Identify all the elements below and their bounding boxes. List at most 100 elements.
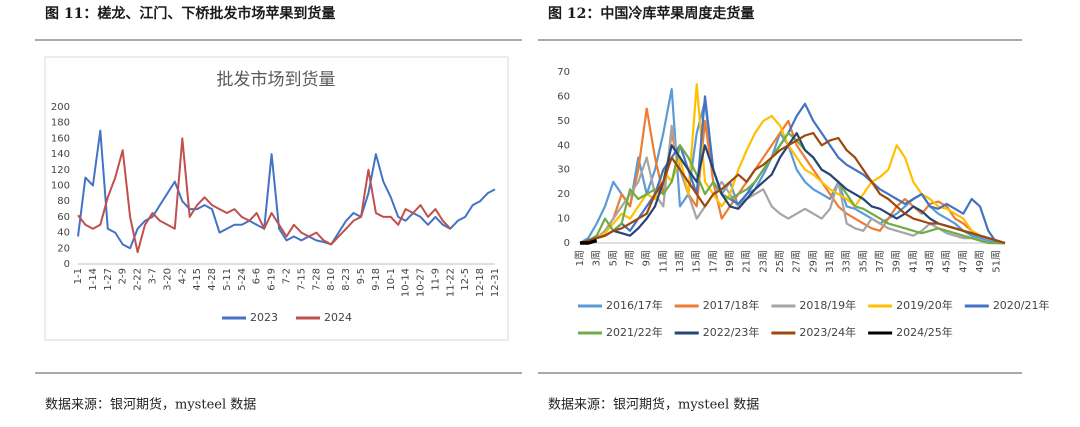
x-tick-label: 10-27 (416, 268, 427, 297)
x-tick-label: 3-7 (147, 268, 158, 284)
x-tick-label: 4-2 (177, 268, 188, 284)
x-tick-label: 4-28 (207, 268, 218, 291)
x-tick-label: 12-18 (475, 268, 486, 297)
y-tick-label: 40 (57, 228, 70, 239)
x-tick-label: 12-31 (490, 268, 501, 297)
x-tick-label: 1-1 (73, 268, 84, 284)
series-line (579, 132, 1006, 245)
figure-caption: 图 12：中国冷库苹果周度走货量 (548, 5, 754, 22)
y-tick-label: 0 (564, 238, 570, 249)
y-tick-label: 140 (51, 149, 70, 160)
y-tick-label: 60 (57, 212, 70, 223)
x-tick-label: 25周 (774, 250, 786, 273)
x-tick-label: 2-9 (118, 268, 129, 284)
x-tick-label: 4-15 (192, 268, 203, 291)
x-tick-label: 7-2 (282, 268, 293, 284)
x-tick-label: 5-11 (222, 268, 233, 291)
x-tick-label: 23周 (757, 250, 769, 273)
series-line (579, 88, 1005, 245)
x-tick-label: 8-10 (326, 268, 337, 291)
y-tick-label: 10 (557, 214, 570, 225)
x-tick-label: 19周 (724, 250, 736, 273)
series-line (579, 83, 1006, 245)
x-tick-label: 10-1 (386, 268, 397, 291)
x-tick-label: 43周 (924, 250, 936, 273)
y-tick-label: 60 (557, 91, 570, 102)
x-tick-label: 37周 (874, 250, 886, 273)
x-tick-label: 6-19 (267, 268, 278, 291)
x-tick-label: 13周 (674, 250, 686, 273)
x-tick-label: 33周 (841, 250, 853, 273)
x-tick-label: 11-9 (430, 268, 441, 291)
x-tick-label: 35周 (857, 250, 869, 273)
series-line (579, 95, 1005, 245)
x-tick-label: 17周 (707, 250, 719, 273)
legend-label: 2024 (324, 311, 352, 324)
x-tick-label: 10-14 (401, 268, 412, 297)
legend-label: 2018/19年 (799, 298, 856, 312)
series-line (579, 132, 1006, 245)
x-tick-label: 31周 (824, 250, 836, 273)
legend-label: 2023 (250, 311, 278, 324)
y-tick-label: 40 (557, 140, 570, 151)
legend-label: 2021/22年 (606, 325, 663, 339)
y-tick-label: 0 (64, 259, 70, 270)
x-tick-label: 5周 (607, 250, 619, 266)
x-tick-label: 45周 (941, 250, 953, 273)
chart-title: 批发市场到货量 (217, 70, 336, 90)
x-tick-label: 1-14 (88, 268, 99, 291)
x-tick-label: 47周 (957, 250, 969, 273)
x-tick-label: 5-24 (237, 268, 248, 291)
y-tick-label: 200 (51, 102, 70, 113)
x-tick-label: 11周 (657, 250, 669, 273)
y-tick-label: 100 (51, 181, 70, 192)
y-tick-label: 20 (557, 189, 570, 200)
x-tick-label: 9-18 (371, 268, 382, 291)
x-tick-label: 39周 (891, 250, 903, 273)
x-tick-label: 3-20 (162, 268, 173, 291)
y-tick-label: 80 (57, 196, 70, 207)
y-tick-label: 50 (557, 116, 570, 127)
series-line (77, 137, 452, 254)
x-tick-label: 1-27 (103, 268, 114, 291)
x-tick-label: 1周 (574, 250, 586, 266)
legend-label: 2017/18年 (703, 298, 760, 312)
x-tick-label: 12-5 (460, 268, 471, 291)
series-line (579, 124, 1005, 245)
x-tick-label: 49周 (974, 250, 986, 273)
x-tick-label: 2-22 (133, 268, 144, 291)
x-tick-label: 6-6 (252, 268, 263, 284)
x-tick-label: 51周 (991, 250, 1003, 273)
x-tick-label: 3周 (591, 250, 603, 266)
legend-label: 2022/23年 (703, 325, 760, 339)
legend-label: 2024/25年 (896, 325, 953, 339)
x-tick-label: 9-5 (356, 268, 367, 284)
figure-caption: 图 11：槎龙、江门、下桥批发市场苹果到货量 (45, 5, 335, 22)
source: 数据来源：银河期货，mysteel 数据 (548, 397, 759, 413)
x-tick-label: 21周 (741, 250, 753, 273)
x-tick-label: 27周 (791, 250, 803, 273)
y-tick-label: 30 (557, 165, 570, 176)
x-tick-label: 11-22 (445, 268, 456, 297)
source: 数据来源：银河期货，mysteel 数据 (45, 397, 256, 413)
legend-label: 2016/17年 (606, 298, 663, 312)
x-tick-label: 8-23 (341, 268, 352, 291)
legend-label: 2019/20年 (896, 298, 953, 312)
x-tick-label: 9周 (641, 250, 653, 266)
y-tick-label: 180 (51, 118, 70, 129)
x-tick-label: 29周 (807, 250, 819, 273)
legend-label: 2020/21年 (993, 298, 1050, 312)
x-tick-label: 7周 (624, 250, 636, 266)
series-line (579, 132, 1005, 245)
y-tick-label: 20 (57, 243, 70, 254)
series-line (580, 238, 598, 245)
x-tick-label: 41周 (907, 250, 919, 273)
y-tick-label: 120 (51, 165, 70, 176)
x-tick-label: 15周 (691, 250, 703, 273)
x-tick-label: 7-15 (296, 268, 307, 291)
y-tick-label: 70 (557, 67, 570, 78)
y-tick-label: 160 (51, 133, 70, 144)
x-tick-label: 7-28 (311, 268, 322, 291)
legend-label: 2023/24年 (799, 325, 856, 339)
